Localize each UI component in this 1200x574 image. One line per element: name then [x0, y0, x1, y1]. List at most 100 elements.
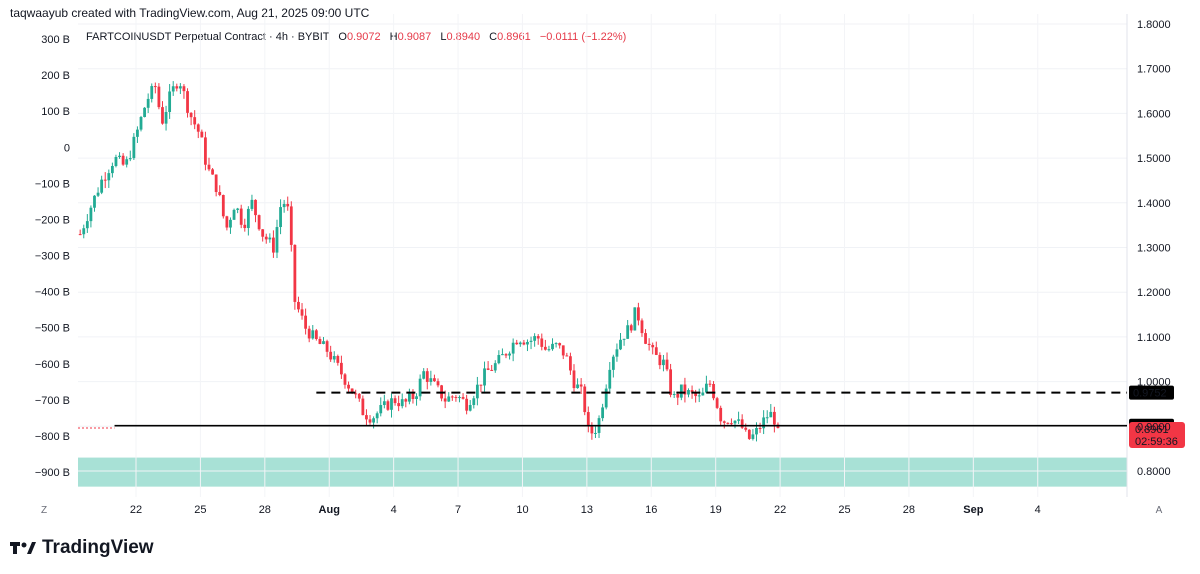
candle-body: [594, 433, 597, 434]
candle-body: [365, 415, 368, 419]
candle-body: [551, 344, 554, 349]
price-chart[interactable]: 0.97520.90130.896102:59:36 1.80001.70001…: [0, 0, 1200, 574]
candle-body: [494, 363, 497, 370]
candle-body: [276, 227, 279, 253]
candle-body: [100, 180, 103, 193]
candle-body: [115, 157, 118, 166]
time-tick-label: 22: [130, 504, 142, 516]
candle: [526, 339, 529, 351]
candle: [762, 410, 765, 434]
candle-body: [676, 394, 679, 398]
candle-body: [308, 329, 311, 339]
candle-body: [723, 421, 726, 423]
candle-body: [612, 357, 615, 370]
candle: [308, 326, 311, 342]
candle: [211, 168, 214, 175]
candle-body: [651, 345, 654, 347]
candle-body: [372, 418, 375, 422]
candle-body: [587, 412, 590, 425]
candle: [422, 368, 425, 379]
left-tick-label: −300 B: [35, 251, 70, 263]
candle: [104, 172, 107, 188]
candle: [512, 338, 515, 361]
candle-body: [322, 341, 325, 344]
time-axis[interactable]: 22 25 28 Aug 4 7 10 13 16 19 22 25 28 Sep 4: [130, 504, 1041, 516]
candle: [419, 374, 422, 400]
candle-body: [433, 378, 436, 381]
candle: [712, 381, 715, 400]
candle: [365, 409, 368, 426]
price-tick-label: 1.8000: [1137, 19, 1171, 31]
candle-body: [712, 384, 715, 398]
candle: [319, 336, 322, 344]
candle: [633, 307, 636, 330]
candle: [79, 230, 82, 236]
left-tick-label: −900 B: [35, 467, 70, 479]
left-tick-label: 0: [64, 142, 70, 154]
candle-body: [605, 389, 608, 408]
volume-delta-axis: 300 B200 B100 B0−100 B−200 B−300 B−400 B…: [35, 34, 70, 479]
candle: [537, 334, 540, 345]
candle: [472, 396, 475, 409]
candle: [100, 176, 103, 194]
candle: [301, 303, 304, 320]
candle-body: [186, 91, 189, 113]
time-tick-label: Sep: [963, 504, 983, 516]
candle-body: [82, 228, 85, 234]
candle-body: [530, 341, 533, 342]
candle: [258, 215, 261, 231]
candle: [261, 229, 264, 242]
time-tick-label: 25: [194, 504, 206, 516]
candle: [494, 360, 497, 373]
candle-body: [422, 371, 425, 379]
candle: [698, 389, 701, 402]
candle: [240, 205, 243, 228]
candle: [462, 393, 465, 399]
candle-body: [204, 137, 207, 164]
candle: [208, 158, 211, 171]
candle: [311, 325, 314, 340]
candle: [508, 352, 511, 360]
candle-body: [347, 385, 350, 389]
candle-body: [462, 397, 465, 399]
candle-body: [183, 86, 186, 91]
candle: [401, 393, 404, 408]
candle: [361, 395, 364, 415]
candle-body: [480, 385, 483, 386]
candle: [222, 195, 225, 219]
candle: [705, 376, 708, 394]
time-tick-label: 19: [710, 504, 722, 516]
candle-body: [361, 399, 364, 416]
candle: [662, 355, 665, 371]
candle-body: [265, 237, 268, 240]
candle-body: [369, 419, 372, 422]
candle: [744, 423, 747, 431]
candle: [129, 151, 132, 162]
tradingview-logo-icon: [10, 540, 36, 556]
candle-body: [229, 220, 232, 228]
candle: [115, 155, 118, 168]
candle-body: [168, 91, 171, 112]
candle: [773, 407, 776, 433]
price-axis[interactable]: 1.8000 1.7000 1.6000 1.5000 1.4000 1.3000 1.20…: [1137, 19, 1171, 478]
candle-body: [111, 166, 114, 173]
auto-scale-toggle[interactable]: A: [1156, 505, 1163, 516]
time-tick-label: 28: [259, 504, 271, 516]
candle: [573, 364, 576, 391]
candle: [132, 133, 135, 160]
candle-body: [190, 113, 193, 117]
candle-body: [698, 395, 701, 396]
time-tick-label: 10: [516, 504, 528, 516]
candle: [616, 344, 619, 362]
candle-body: [490, 370, 493, 371]
candle-body: [680, 385, 683, 398]
candle: [344, 373, 347, 389]
log-scale-toggle[interactable]: Z: [41, 505, 47, 516]
candle: [272, 230, 275, 258]
candle-body: [404, 399, 407, 401]
candle: [326, 340, 329, 357]
candle-body: [261, 229, 264, 236]
candle-body: [165, 112, 168, 124]
candlestick-series: [79, 81, 780, 441]
price-tick-label: 1.1000: [1137, 332, 1171, 344]
